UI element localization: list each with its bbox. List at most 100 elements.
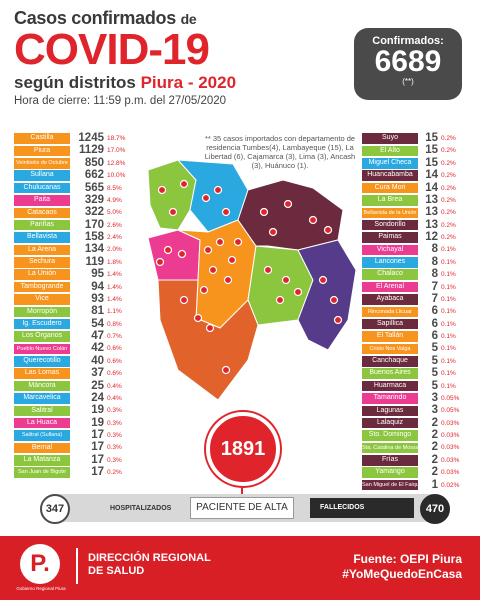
district-percent: 0.6% [107,357,122,365]
district-count: 17 [91,453,104,466]
district-name: Piura [14,145,70,157]
district-percent: 17.0% [107,147,126,155]
district-count: 15 [425,132,438,145]
district-row: Los Órganos 47 0.7% [14,330,133,342]
district-count: 81 [91,305,104,318]
district-count: 5 [431,379,438,392]
district-count: 2 [431,453,438,466]
district-percent: 18.7% [107,135,126,143]
piura-map [147,159,357,401]
confirmed-label: Confirmados: [372,35,444,47]
district-name: Veintiséis de Octubre [14,158,70,169]
district-count: 17 [91,429,104,442]
district-percent: 0.1% [441,258,456,266]
district-row: Pueblo Nuevo Colán 42 0.6% [14,342,133,355]
district-count: 7 [431,280,438,293]
connector-line [241,486,243,498]
district-name: Ig. Escudero [14,318,70,330]
district-row: Chulucanas 565 8.5% [14,182,133,194]
district-count: 14 [425,181,438,194]
page-title: COVID-19 [14,25,210,74]
district-name: San Miguel de El Faique [362,479,418,491]
district-percent: 0.02% [441,481,460,489]
district-percent: 0.2% [441,221,456,229]
district-row: Sta. Catalina de Mossa 2 0.03% [362,441,467,454]
district-count: 14 [425,169,438,182]
district-row: Pariñas 170 2.6% [14,219,133,231]
district-row: Tamarindo 3 0.05% [362,392,467,404]
district-percent: 0.4% [107,382,122,390]
district-percent: 0.2% [441,135,456,143]
district-name: Castilla [14,133,70,144]
district-percent: 0.7% [107,333,122,341]
district-count: 93 [91,292,104,305]
district-count: 158 [84,231,104,244]
district-name: La Unión [14,269,70,280]
district-name: Chulucanas [14,182,70,194]
district-count: 6 [431,317,438,330]
district-count: 6 [431,305,438,318]
district-row: Paita 329 4.9% [14,193,133,206]
district-name: El Tallán [362,331,418,342]
district-row: Chalaco 8 0.1% [362,268,467,280]
district-name: Huarmaca [362,380,418,392]
map-region-ayabaca [237,179,344,251]
district-row: Rinconada Llicuar 6 0.1% [362,305,467,318]
district-name: Pariñas [14,219,70,231]
district-count: 662 [84,169,104,182]
district-count: 15 [425,156,438,169]
district-name: El Arenal [362,281,418,293]
district-count: 3 [431,404,438,417]
district-row: San Miguel de El Faique 1 0.02% [362,479,467,491]
closing-time: Hora de cierre: 11:59 p.m. del 27/05/202… [14,95,227,107]
district-name: La Brea [362,195,418,206]
district-count: 42 [91,342,104,355]
district-name: La Matanza [14,455,70,466]
district-percent: 2.6% [107,221,122,229]
district-count: 329 [84,193,104,206]
district-row: El Alto 15 0.2% [362,144,467,157]
district-count: 13 [425,218,438,231]
district-row: Huancabamba 14 0.2% [362,169,467,182]
district-name: Catacaos [14,207,70,219]
district-name: Miguel Checa [362,158,418,169]
district-name: Bellavista [14,232,70,243]
district-percent: 0.03% [441,469,460,477]
hospitalizados-value: 347 [40,494,70,524]
district-percent: 0.3% [107,444,122,452]
alta-label: PACIENTE DE ALTA [190,497,294,519]
hashtag-text: #YoMeQuedoEnCasa [342,567,462,581]
district-row: Cura Mori 14 0.2% [362,181,467,194]
district-count: 2 [431,429,438,442]
district-row: Veintiséis de Octubre 850 12.8% [14,157,133,169]
district-name: Salitral (Sullana) [14,430,70,441]
district-name: Sullana [14,170,70,181]
district-name: Las Lomas [14,368,70,379]
district-name: Yamango [362,467,418,478]
district-percent: 0.1% [441,382,456,390]
district-count: 7 [431,292,438,305]
district-row: Tambogrande 94 1.4% [14,281,133,293]
district-row: La Unión 95 1.4% [14,268,133,280]
district-percent: 1.4% [107,283,122,291]
district-percent: 0.2% [441,196,456,204]
district-row: Marcavelica 24 0.4% [14,392,133,404]
district-name: Cristo Nos Valga [362,343,418,355]
district-percent: 0.2% [441,209,456,217]
header: Casos confirmados de COVID-19 según dist… [14,8,344,107]
source-block: Fuente: OEPI Piura #YoMeQuedoEnCasa [342,552,462,582]
district-name: Frías [362,455,418,466]
district-count: 15 [425,144,438,157]
district-row: Sondorillo 13 0.2% [362,218,467,231]
district-percent: 1.4% [107,295,122,303]
district-name: Lalaquiz [362,417,418,429]
district-count: 2 [431,441,438,454]
district-percent: 0.1% [441,295,456,303]
district-percent: 0.8% [107,320,122,328]
district-percent: 1.4% [107,271,122,279]
district-name: Huancabamba [362,170,418,181]
district-percent: 0.1% [441,345,456,353]
district-row: La Huaca 19 0.3% [14,417,133,429]
district-row: Miguel Checa 15 0.2% [362,156,467,169]
district-name: Salitral [14,405,70,417]
